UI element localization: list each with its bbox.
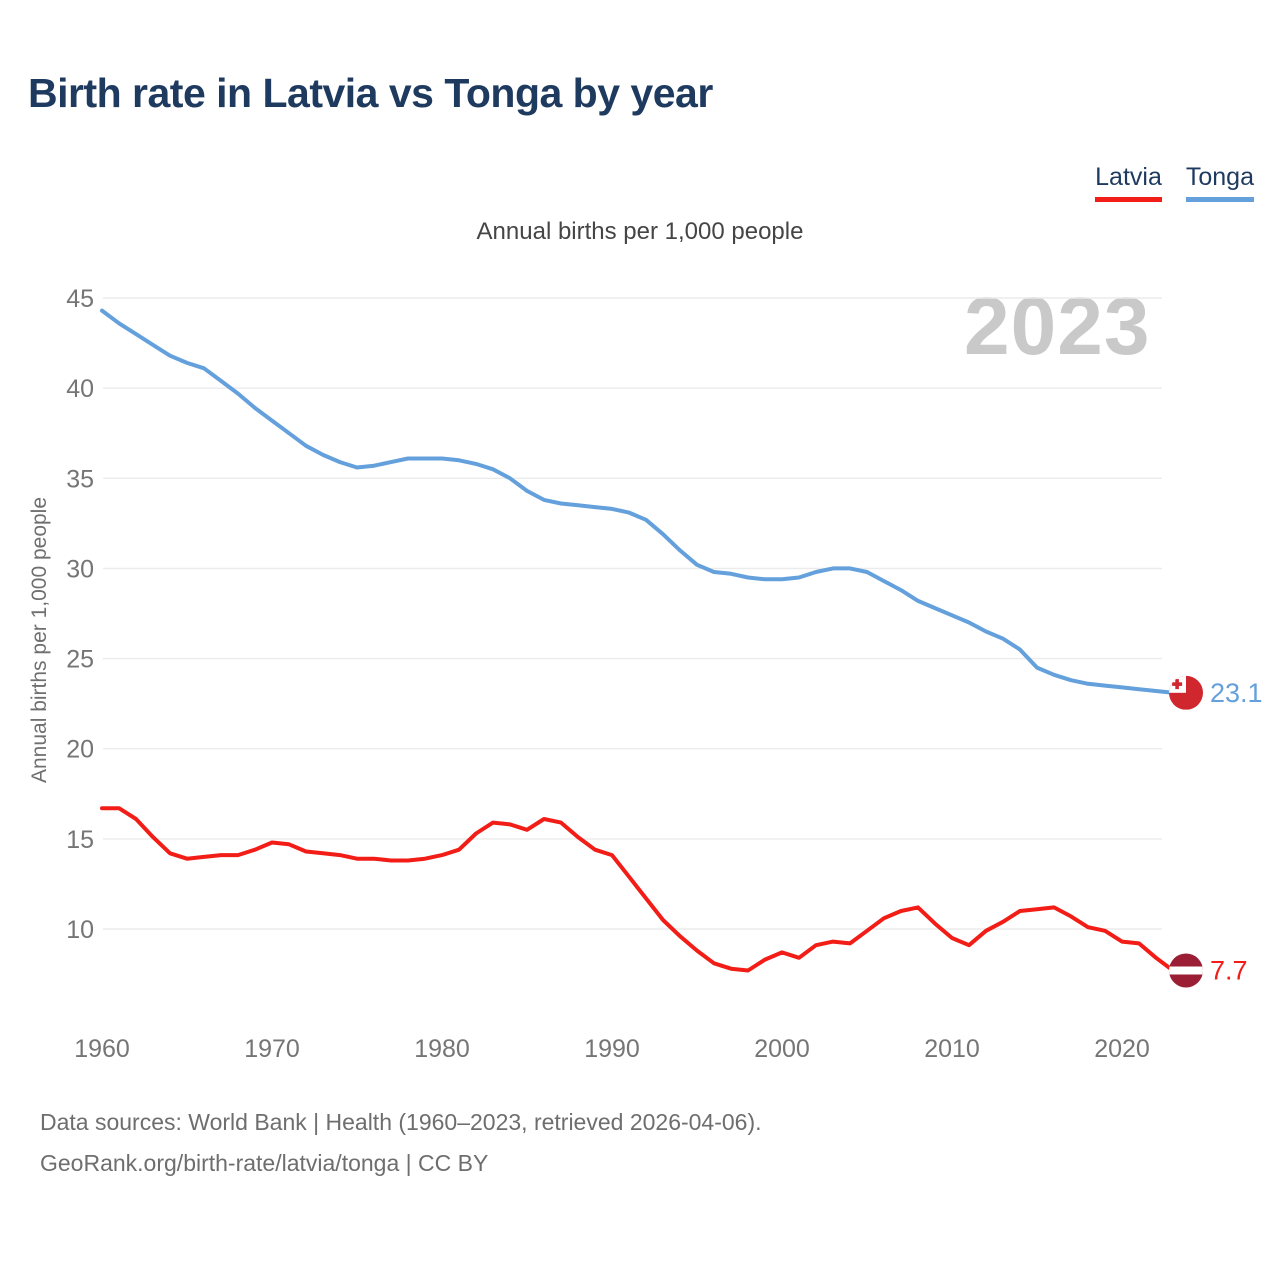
x-tick-label: 1970 — [244, 1035, 300, 1063]
y-tick-label: 25 — [66, 646, 94, 674]
x-tick-label: 1960 — [74, 1035, 130, 1063]
legend-item-latvia[interactable]: Latvia — [1095, 163, 1162, 202]
latvia-end-value-label: 7.7 — [1210, 956, 1248, 986]
footer: Data sources: World Bank | Health (1960–… — [40, 1102, 762, 1184]
legend: Latvia Tonga — [1095, 163, 1254, 202]
x-tick-label: 2020 — [1094, 1035, 1150, 1063]
page-title: Birth rate in Latvia vs Tonga by year — [28, 70, 713, 116]
chart-subtitle: Annual births per 1,000 people — [476, 218, 804, 245]
y-tick-label: 20 — [66, 736, 94, 764]
y-tick-label: 40 — [66, 375, 94, 403]
y-tick-label: 30 — [66, 555, 94, 583]
legend-item-tonga[interactable]: Tonga — [1185, 163, 1254, 202]
y-tick-label: 15 — [66, 826, 94, 854]
y-axis-title: Annual births per 1,000 people — [28, 497, 51, 783]
x-tick-label: 1980 — [414, 1035, 470, 1063]
y-tick-label: 35 — [66, 465, 94, 493]
x-tick-label: 2010 — [924, 1035, 980, 1063]
tonga-end-value-label: 23.1 — [1210, 678, 1263, 708]
y-tick-label: 45 — [66, 285, 94, 313]
footer-attribution: GeoRank.org/birth-rate/latvia/tonga | CC… — [40, 1150, 489, 1176]
legend-item-label: Tonga — [1185, 163, 1254, 191]
footer-sources: Data sources: World Bank | Health (1960–… — [40, 1109, 762, 1135]
x-tick-label: 1990 — [584, 1035, 640, 1063]
legend-item-label: Latvia — [1095, 163, 1162, 191]
watermark-year: 2023 — [964, 281, 1151, 372]
tonga-flag-icon — [1169, 675, 1203, 710]
latvia-line[interactable] — [100, 806, 1175, 973]
y-tick-label: 10 — [66, 916, 94, 944]
latvia-flag-icon — [1169, 953, 1203, 988]
tonga-line[interactable] — [100, 308, 1175, 695]
x-tick-label: 2000 — [754, 1035, 810, 1063]
